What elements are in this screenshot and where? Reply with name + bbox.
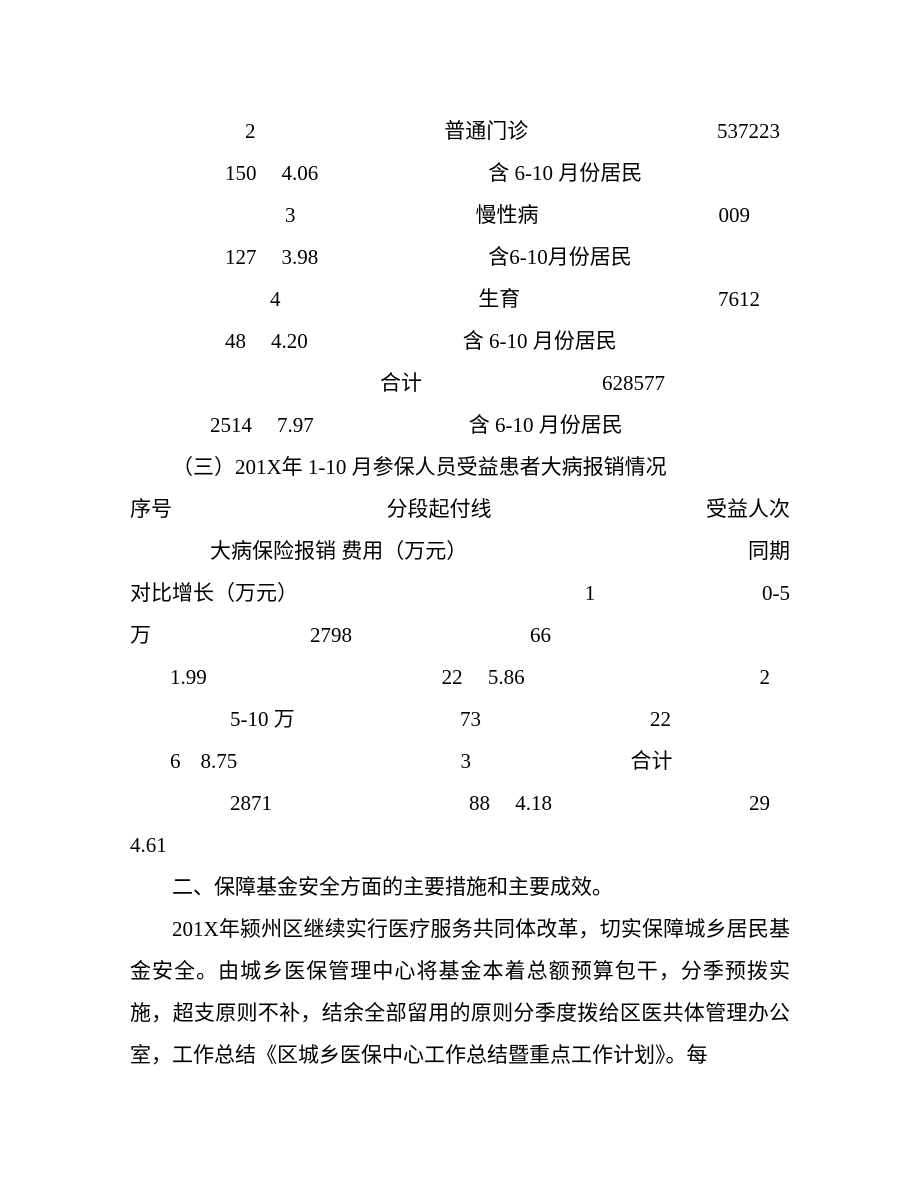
- header-period: 同期: [748, 530, 790, 572]
- top-table: 2 普通门诊 537223 150 4.06 含 6-10 月份居民 3 慢性病…: [130, 110, 790, 446]
- val1: 48: [225, 320, 246, 362]
- table-row-sub: 2514 7.97 含 6-10 月份居民: [130, 404, 790, 446]
- cell: 22: [650, 698, 671, 740]
- type: 合计: [380, 362, 422, 404]
- table-row-sub: 127 3.98 含6-10月份居民: [130, 236, 790, 278]
- data-row: 5-10 万 73 22: [130, 698, 790, 740]
- header-compare: 对比增长（万元）: [130, 572, 298, 614]
- val2: 3.98: [282, 236, 319, 278]
- cell: 22 5.86: [442, 656, 525, 698]
- seq: 4: [270, 278, 281, 320]
- cell: 88 4.18: [469, 782, 552, 824]
- table-row: 4 生育 7612: [130, 278, 790, 320]
- section2-title: 二、保障基金安全方面的主要措施和主要成效。: [130, 866, 790, 908]
- header-seq: 序号: [130, 488, 172, 530]
- seq: 3: [285, 194, 296, 236]
- header-range: 0-5: [762, 572, 790, 614]
- note: 含 6-10 月份居民: [469, 404, 623, 446]
- header-row: 序号 分段起付线 受益人次: [130, 488, 790, 530]
- header-one: 1: [585, 572, 596, 614]
- table-row: 3 慢性病 009: [130, 194, 790, 236]
- cell: 66: [530, 614, 551, 656]
- count: 628577: [602, 362, 665, 404]
- note: 含 6-10 月份居民: [463, 320, 617, 362]
- header-seg: 分段起付线: [387, 488, 492, 530]
- data-row: 万 2798 66: [130, 614, 790, 656]
- note: 含6-10月份居民: [488, 236, 632, 278]
- cell: 4.61: [130, 833, 167, 857]
- cell: 1.99: [170, 656, 207, 698]
- cell: 3: [461, 740, 631, 782]
- val2: 4.06: [282, 152, 319, 194]
- data-row: 2871 88 4.18 29: [130, 782, 790, 824]
- section3-title: （三）201X年 1-10 月参保人员受益患者大病报销情况: [130, 446, 790, 488]
- val1: 127: [225, 236, 257, 278]
- count: 537223: [717, 110, 780, 152]
- cell: 2871: [230, 782, 272, 824]
- note: 含 6-10 月份居民: [488, 152, 642, 194]
- header-row2: 大病保险报销 费用（万元） 同期: [130, 530, 790, 572]
- cell: 2: [760, 656, 771, 698]
- header-row3: 对比增长（万元） 1 0-5: [130, 572, 790, 614]
- cell: 8.75: [201, 740, 461, 782]
- val1: 150: [225, 152, 257, 194]
- type: 慢性病: [476, 194, 539, 236]
- header-benefit: 受益人次: [706, 488, 790, 530]
- cell: 万: [130, 614, 310, 656]
- table-row-sub: 48 4.20 含 6-10 月份居民: [130, 320, 790, 362]
- data-row: 1.99 22 5.86 2: [130, 656, 790, 698]
- val1: 2514: [210, 404, 252, 446]
- cell: 2798: [310, 614, 530, 656]
- cell: 合计: [631, 740, 673, 782]
- data-row: 4.61: [130, 824, 790, 866]
- data-row: 6 8.75 3 合计: [130, 740, 790, 782]
- type: 普通门诊: [444, 110, 528, 152]
- cell: 29: [749, 782, 770, 824]
- count: 7612: [718, 278, 760, 320]
- cell: 6: [170, 740, 181, 782]
- type: 生育: [478, 278, 520, 320]
- paragraph: 201X年颍州区继续实行医疗服务共同体改革，切实保障城乡居民基金安全。由城乡医保…: [130, 908, 790, 1076]
- count: 009: [719, 194, 751, 236]
- seq: 2: [245, 110, 256, 152]
- header-cost: 大病保险报销 费用（万元）: [210, 530, 467, 572]
- cell: 5-10 万: [230, 698, 460, 740]
- table-row-sub: 150 4.06 含 6-10 月份居民: [130, 152, 790, 194]
- table-row: 2 普通门诊 537223: [130, 110, 790, 152]
- table-row: 合计 628577: [130, 362, 790, 404]
- val2: 4.20: [271, 320, 308, 362]
- cell: 73: [460, 698, 650, 740]
- val2: 7.97: [277, 404, 314, 446]
